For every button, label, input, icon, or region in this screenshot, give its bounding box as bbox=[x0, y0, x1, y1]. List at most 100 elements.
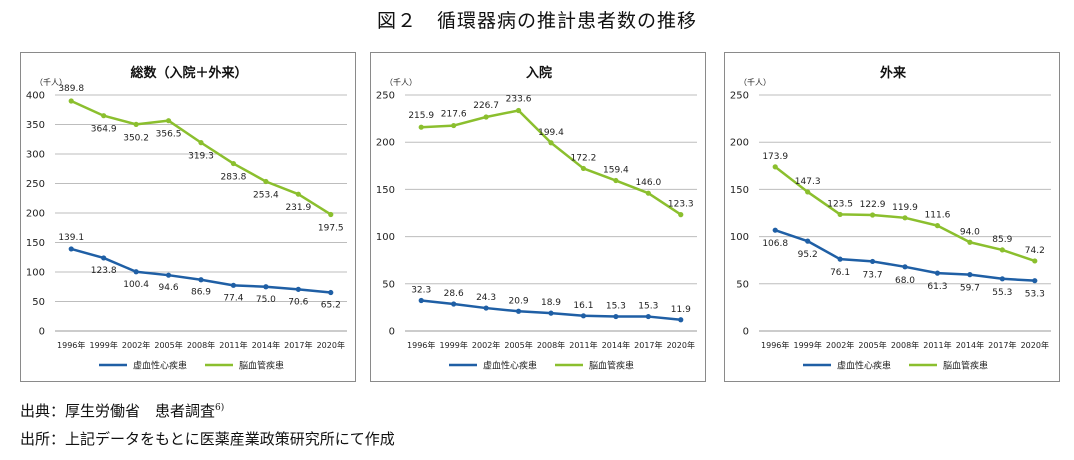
chart-title: 総数（入院＋外来） bbox=[130, 65, 247, 81]
chart-inpatient: 入院 （千人） 0 50 100 150 200 250 1996年 1999年 2002年 2005… bbox=[376, 65, 697, 372]
source-note-1: 6) bbox=[215, 403, 225, 413]
y-tick-label: 0 bbox=[743, 327, 749, 338]
data-label: 24.3 bbox=[476, 293, 496, 303]
x-tick-label: 2014年 bbox=[956, 340, 984, 350]
data-label: 119.9 bbox=[892, 203, 918, 213]
y-tick-label: 200 bbox=[376, 138, 395, 149]
x-tick-label: 2020年 bbox=[1021, 340, 1049, 350]
data-point bbox=[230, 282, 237, 288]
data-label: 65.2 bbox=[321, 301, 341, 311]
x-tick-label: 2008年 bbox=[537, 340, 565, 350]
data-point bbox=[613, 313, 619, 320]
data-label: 15.3 bbox=[606, 302, 626, 312]
unit-label: （千人） bbox=[385, 77, 417, 87]
x-tick-label: 2002年 bbox=[826, 340, 854, 350]
data-point bbox=[165, 118, 172, 124]
source-text-1: 出典：厚生労働省 患者調査 bbox=[20, 402, 216, 420]
data-point bbox=[483, 305, 489, 311]
data-point bbox=[837, 211, 843, 218]
data-label: 100.4 bbox=[123, 280, 149, 290]
data-point bbox=[548, 310, 554, 316]
data-label: 61.3 bbox=[927, 282, 947, 292]
data-point bbox=[263, 178, 269, 185]
data-point bbox=[967, 239, 973, 245]
data-label: 32.3 bbox=[411, 286, 431, 296]
data-label: 86.9 bbox=[191, 288, 211, 298]
y-tick-label: 250 bbox=[730, 91, 749, 102]
legend-label: 脳血管疾患 bbox=[239, 360, 284, 372]
y-tick-label: 250 bbox=[26, 179, 45, 190]
x-tick-label: 1999年 bbox=[793, 340, 821, 350]
x-tick-label: 2011年 bbox=[219, 340, 247, 350]
data-point bbox=[328, 211, 334, 218]
data-label: 55.3 bbox=[992, 288, 1012, 298]
data-point bbox=[101, 255, 107, 261]
data-label: 283.8 bbox=[221, 173, 247, 183]
y-tick-label: 400 bbox=[26, 91, 45, 102]
source-line-1: 出典：厚生労働省 患者調査6) bbox=[20, 400, 224, 421]
data-label: 75.0 bbox=[256, 295, 276, 305]
data-label: 253.4 bbox=[253, 190, 279, 200]
y-tick-label: 100 bbox=[26, 268, 45, 279]
data-point bbox=[772, 227, 778, 233]
y-tick-label: 250 bbox=[376, 91, 395, 102]
data-point bbox=[68, 98, 74, 104]
data-point bbox=[418, 297, 424, 304]
data-point bbox=[515, 107, 522, 114]
data-point bbox=[418, 124, 424, 130]
data-point bbox=[613, 177, 619, 184]
y-tick-label: 200 bbox=[730, 138, 749, 149]
source-line-2: 出所：上記データをもとに医薬産業政策研究所にて作成 bbox=[20, 428, 395, 449]
y-tick-label: 100 bbox=[376, 232, 395, 243]
data-label: 76.1 bbox=[830, 268, 850, 278]
x-tick-label: 1996年 bbox=[57, 340, 85, 350]
data-label: 94.0 bbox=[960, 227, 980, 237]
data-point bbox=[678, 317, 684, 323]
chart-outpatient: 外来 （千人） 0 50 100 150 200 250 1996年 1999年 2002年 2005… bbox=[730, 65, 1051, 372]
data-point bbox=[68, 246, 74, 252]
y-tick-label: 150 bbox=[26, 238, 45, 249]
data-point bbox=[580, 313, 587, 319]
data-point bbox=[451, 122, 457, 129]
data-label: 217.6 bbox=[441, 110, 467, 120]
data-label: 53.3 bbox=[1025, 290, 1045, 300]
x-tick-label: 2005年 bbox=[504, 340, 532, 350]
data-point bbox=[580, 165, 587, 172]
data-label: 59.7 bbox=[960, 284, 980, 294]
data-point bbox=[295, 286, 301, 292]
x-tick-label: 2002年 bbox=[472, 340, 500, 350]
data-label: 231.9 bbox=[285, 203, 311, 213]
data-point bbox=[999, 247, 1005, 253]
x-tick-label: 2011年 bbox=[923, 340, 951, 350]
legend-label: 虚血性心疾患 bbox=[483, 360, 537, 372]
data-point bbox=[999, 276, 1005, 282]
unit-label: （千人） bbox=[739, 77, 771, 87]
figure-title: 図２ 循環器病の推計患者数の推移 bbox=[376, 10, 697, 32]
x-tick-label: 2017年 bbox=[284, 340, 312, 350]
x-tick-label: 2011年 bbox=[569, 340, 597, 350]
x-tick-label: 2008年 bbox=[891, 340, 919, 350]
x-tick-label: 2014年 bbox=[602, 340, 630, 350]
data-label: 350.2 bbox=[123, 133, 149, 143]
y-tick-label: 50 bbox=[382, 279, 395, 290]
chart-panel-total: 総数（入院＋外来） （千人） 0 50 100 150 200 250 300 350 400 199… bbox=[20, 52, 356, 382]
y-tick-label: 50 bbox=[32, 297, 45, 308]
data-label: 389.8 bbox=[58, 84, 84, 94]
chart-panel-inpatient: 入院 （千人） 0 50 100 150 200 250 1996年 1999年 2002年 2005… bbox=[370, 52, 706, 382]
data-label: 18.9 bbox=[541, 298, 561, 308]
x-tick-label: 1996年 bbox=[761, 340, 789, 350]
data-label: 123.8 bbox=[91, 266, 117, 276]
data-label: 215.9 bbox=[408, 111, 434, 121]
data-label: 77.4 bbox=[223, 293, 243, 303]
x-tick-label: 2020年 bbox=[317, 340, 345, 350]
x-tick-label: 2014年 bbox=[252, 340, 280, 350]
data-point bbox=[515, 308, 522, 314]
data-point bbox=[133, 269, 139, 275]
data-label: 123.5 bbox=[827, 199, 853, 209]
data-label: 172.2 bbox=[571, 153, 597, 163]
data-point bbox=[1032, 258, 1038, 264]
data-label: 85.9 bbox=[992, 235, 1012, 245]
y-tick-label: 0 bbox=[39, 327, 45, 338]
data-label: 94.6 bbox=[159, 283, 179, 293]
chart-panel-outpatient: 外来 （千人） 0 50 100 150 200 250 1996年 1999年 2002年 2005… bbox=[724, 52, 1060, 382]
